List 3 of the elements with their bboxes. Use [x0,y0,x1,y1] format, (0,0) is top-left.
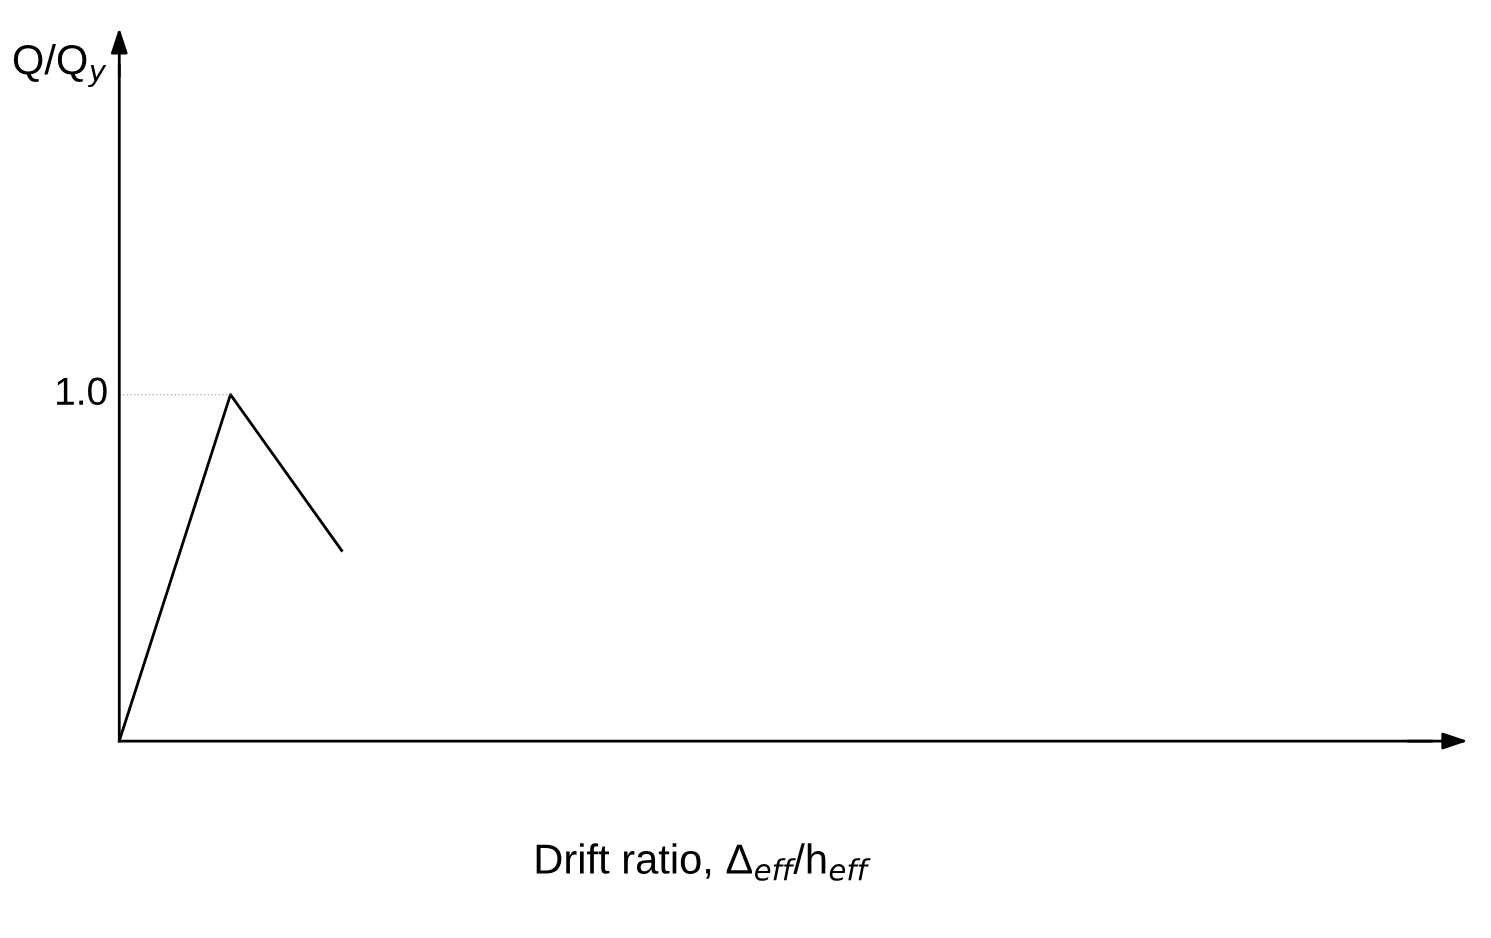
ref-line-label: 1.0 [57,377,107,406]
text: Drift ratio, Δ$_{eff}$/h$_{eff}$ [536,843,871,881]
text: Q/Q$_{y}$ [13,43,107,88]
